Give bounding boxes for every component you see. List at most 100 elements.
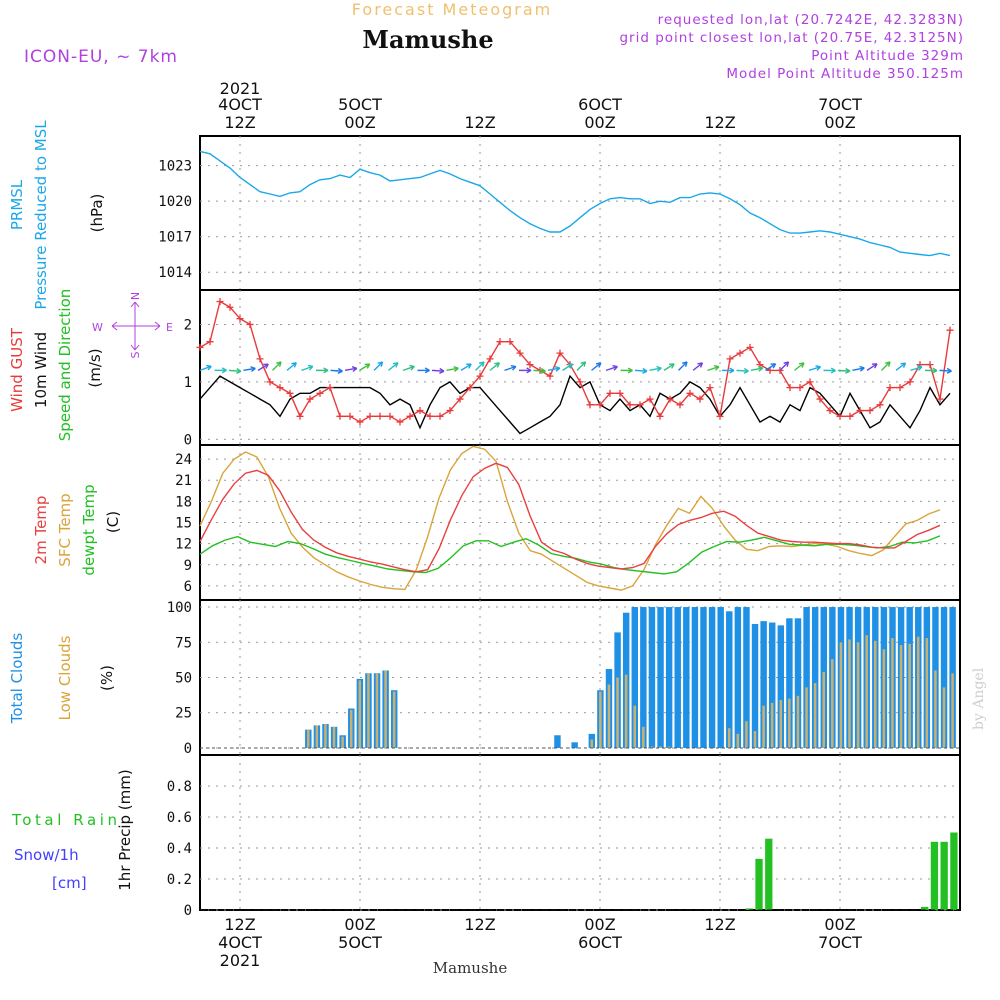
- wind-direction-arrow: [243, 367, 256, 372]
- gust-marker: [256, 355, 264, 363]
- wind-direction-arrow: [765, 363, 776, 371]
- wind-arrow-head: [900, 362, 907, 368]
- low-cloud-bar: [727, 728, 731, 748]
- low-cloud-bar: [916, 636, 920, 748]
- gust-marker: [236, 315, 244, 323]
- gust-marker: [936, 395, 944, 403]
- gust-marker: [606, 389, 614, 397]
- wind-arrow-head: [682, 361, 688, 367]
- wind-direction-arrow: [199, 365, 212, 372]
- low-cloud-bar: [942, 687, 946, 748]
- wind-direction-arrow: [330, 369, 343, 372]
- low-cloud-bar: [839, 642, 843, 748]
- time-label-bottom: 12Z: [224, 915, 255, 934]
- gust-marker: [546, 372, 554, 380]
- grid-coordinates: grid point closest lon,lat (20.75E, 42.3…: [619, 30, 964, 46]
- total-cloud-bar: [734, 607, 742, 748]
- wind-direction-arrow: [779, 361, 790, 371]
- gust-marker: [416, 407, 424, 415]
- time-label-bottom: 7OCT: [818, 933, 862, 952]
- gust-marker: [336, 412, 344, 420]
- wind-direction-arrow: [344, 367, 357, 372]
- wind-arrow-head: [885, 361, 891, 367]
- wind-10m-label: 10m Wind: [32, 332, 50, 408]
- total-cloud-bar: [665, 607, 673, 748]
- total-cloud-bar: [777, 625, 785, 748]
- time-label-top: 12Z: [464, 113, 495, 132]
- gust-marker: [926, 361, 934, 369]
- y-tick-label-temp: 12: [175, 537, 192, 553]
- wind-direction-arrow: [895, 362, 906, 371]
- total-rain-label: Total Rain: [11, 811, 117, 829]
- low-cloud-bar: [341, 736, 344, 748]
- wind-direction-arrow: [402, 365, 415, 372]
- gust-marker: [706, 384, 714, 392]
- wind-direction-arrow: [286, 362, 297, 371]
- wind-arrow-head: [364, 363, 371, 369]
- wind-direction-arrow: [808, 366, 821, 372]
- gust-marker: [896, 384, 904, 392]
- y-tick-label-precip: 0.8: [167, 779, 192, 795]
- gust-marker: [206, 338, 214, 346]
- precip-unit: 1hr Precip (mm): [116, 769, 134, 890]
- gust-marker: [856, 407, 864, 415]
- compass-s: S: [129, 351, 142, 358]
- low-cloud-bar: [813, 683, 817, 748]
- wind-arrow-head: [830, 367, 836, 374]
- gust-marker: [196, 343, 204, 351]
- gust-marker: [696, 395, 704, 403]
- wind-direction-arrow: [692, 362, 703, 371]
- wind-direction-arrow: [591, 362, 602, 371]
- wind-direction-arrow: [707, 366, 720, 372]
- temp2m-line: [199, 462, 941, 573]
- low-cloud-bar: [865, 635, 868, 748]
- low-cloud-bar: [831, 659, 834, 748]
- y-tick-label-pressure: 1017: [158, 230, 192, 246]
- wind-arrow-head: [276, 361, 282, 368]
- gust-marker: [676, 401, 684, 409]
- gust-marker: [846, 412, 854, 420]
- rain-bar: [940, 841, 948, 910]
- wind-arrow-head: [554, 365, 561, 372]
- rain-bar: [921, 906, 929, 910]
- gust-marker: [296, 412, 304, 420]
- low-cloud-bar: [375, 673, 379, 748]
- gust-marker: [726, 355, 734, 363]
- wind-arrow-head: [263, 363, 269, 369]
- low-cloud-bar: [934, 670, 937, 748]
- wind-arrow-head: [250, 366, 256, 373]
- gust-marker: [876, 401, 884, 409]
- wind-direction-arrow: [460, 363, 472, 371]
- wind-direction-arrow: [547, 367, 560, 372]
- wind-direction-arrow: [852, 367, 865, 372]
- gust-marker: [716, 412, 724, 420]
- time-label-bottom: 12Z: [464, 915, 495, 934]
- rain-bar: [765, 838, 773, 910]
- time-label-bottom: 00Z: [344, 915, 375, 934]
- wind-speed-direction-label: Speed and Direction: [56, 289, 74, 442]
- wind-arrow-head: [236, 368, 242, 374]
- panel-frame-precip: [199, 754, 961, 911]
- wind-unit: (m/s): [86, 348, 104, 387]
- total-cloud-bar: [751, 623, 759, 748]
- wind-direction-arrow: [866, 363, 878, 371]
- wind-direction-arrow: [431, 369, 445, 372]
- wind-arrow-head: [424, 367, 430, 374]
- low-cloud-bar: [616, 677, 619, 748]
- wind-arrow-head: [494, 362, 501, 368]
- y-tick-label-clouds: 50: [175, 671, 192, 687]
- time-label-top: 12Z: [704, 113, 735, 132]
- model-label: ICON-EU, ~ 7km: [24, 47, 178, 67]
- wind-direction-arrow: [649, 367, 662, 372]
- wind-arrow-head: [642, 367, 648, 374]
- low-cloud-bar: [358, 680, 362, 748]
- gust-marker: [626, 401, 634, 409]
- gust-marker: [646, 395, 654, 403]
- wind-arrow-head: [337, 367, 343, 374]
- wind-arrow-head: [729, 367, 735, 374]
- low-cloud-bar: [590, 739, 594, 748]
- gust-marker: [656, 412, 664, 420]
- wind-arrow-head: [798, 362, 805, 368]
- total-cloud-bar: [803, 607, 810, 748]
